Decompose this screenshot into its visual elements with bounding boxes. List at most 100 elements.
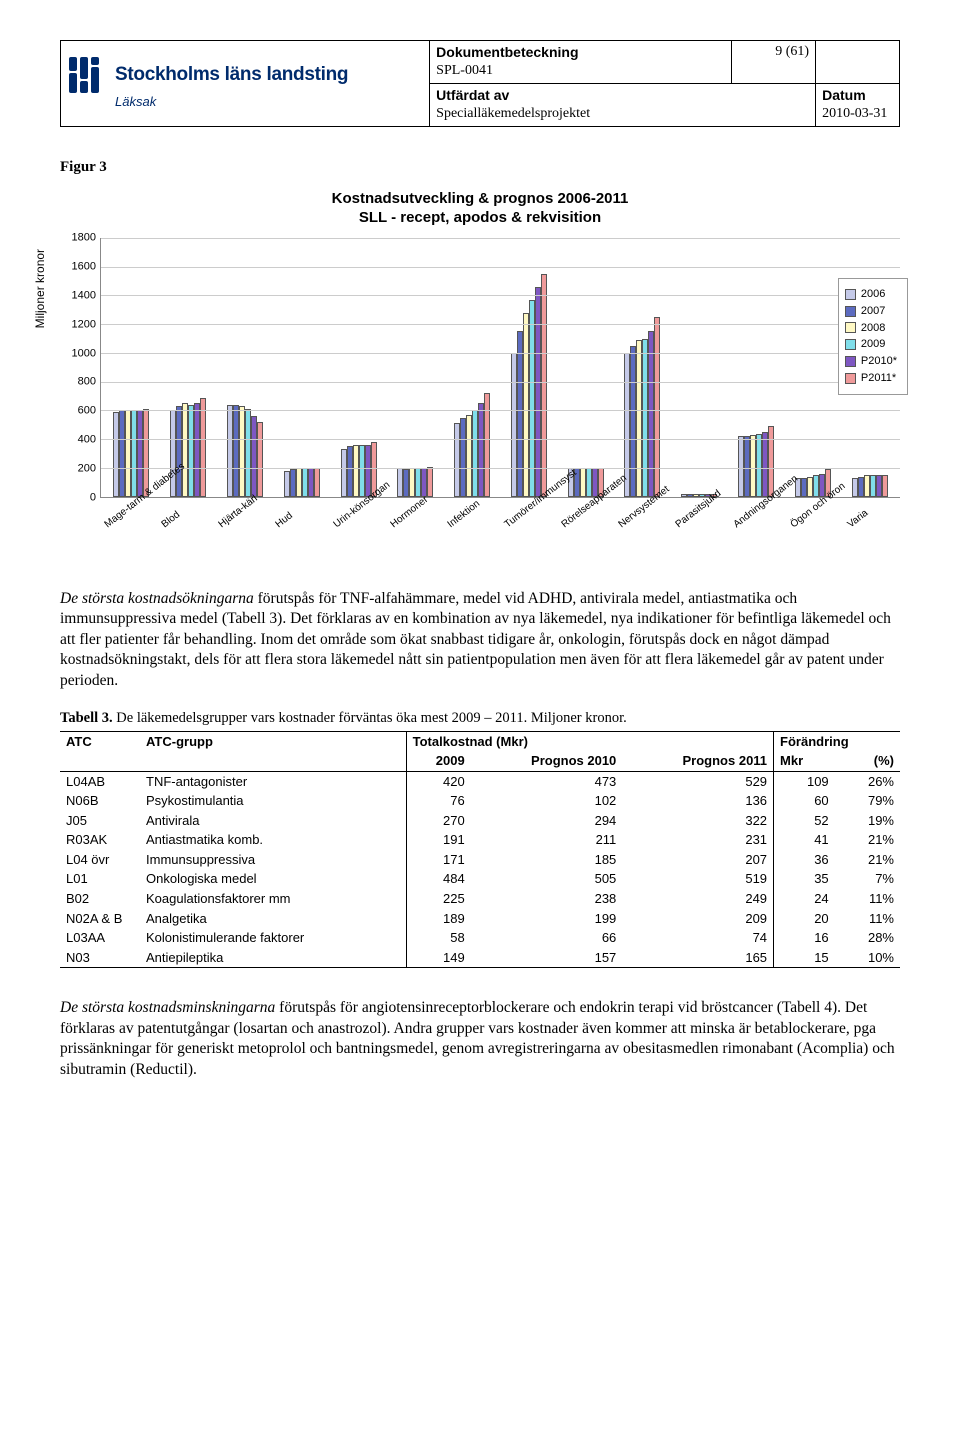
legend-swatch [845, 373, 856, 384]
chart-legend: 2006 2007 20082009 P2010* P2011* [838, 278, 908, 395]
legend-swatch [845, 306, 856, 317]
table3-caption-rest: De läkemedelsgrupper vars kostnader förv… [113, 710, 627, 726]
legend-item: 2009 [845, 337, 897, 352]
gridline [101, 410, 900, 411]
legend-swatch [845, 356, 856, 367]
cell-grupp: Kolonistimulerande faktorer [140, 928, 406, 948]
cell-pct: 11% [835, 889, 900, 909]
th-grupp: ATC-grupp [140, 731, 406, 751]
sll-logo-icon [67, 57, 107, 93]
table-row: L04ABTNF-antagonister42047352910926% [60, 771, 900, 791]
cell-2009: 225 [406, 889, 471, 909]
cell-p2010: 505 [471, 869, 623, 889]
page-number: 9 (61) [732, 41, 816, 84]
gridline [101, 324, 900, 325]
bar-group [444, 238, 501, 497]
cell-pct: 21% [835, 830, 900, 850]
cell-p2010: 157 [471, 948, 623, 968]
th-p2010: Prognos 2010 [471, 751, 623, 771]
th-p2011: Prognos 2011 [622, 751, 773, 771]
cell-p2011: 165 [622, 948, 773, 968]
cell-mkr: 41 [774, 830, 835, 850]
bar-group [103, 238, 160, 497]
bar [541, 274, 547, 497]
cell-2009: 76 [406, 791, 471, 811]
paragraph-2: De största kostnadsminskningarna förutsp… [60, 998, 900, 1080]
bar-group [387, 238, 444, 497]
th-pct: (%) [835, 751, 900, 771]
cell-grupp: Antivirala [140, 811, 406, 831]
cell-mkr: 35 [774, 869, 835, 889]
cell-2009: 420 [406, 771, 471, 791]
ytick: 1200 [60, 317, 96, 332]
cell-2009: 171 [406, 850, 471, 870]
table-row: N06BPsykostimulantia761021366079% [60, 791, 900, 811]
bar [484, 393, 490, 497]
cell-p2011: 322 [622, 811, 773, 831]
bar-group [330, 238, 387, 497]
cell-2009: 484 [406, 869, 471, 889]
legend-label: P2010* [861, 354, 897, 369]
th-mkr: Mkr [774, 751, 835, 771]
legend-swatch [845, 289, 856, 300]
cell-mkr: 109 [774, 771, 835, 791]
document-header: Stockholms läns landsting Läksak Dokumen… [60, 40, 900, 127]
datum-value: 2010-03-31 [822, 105, 893, 124]
cell-mkr: 15 [774, 948, 835, 968]
cell-p2011: 136 [622, 791, 773, 811]
utfardat-av-label: Utfärdat av [436, 86, 809, 105]
ytick: 1600 [60, 259, 96, 274]
cell-grupp: Analgetika [140, 909, 406, 929]
bar-group [160, 238, 217, 497]
table-row: L04 övrImmunsuppressiva1711852073621% [60, 850, 900, 870]
bar-group [614, 238, 671, 497]
cell-p2010: 211 [471, 830, 623, 850]
chart-yaxis: 020040060080010001200140016001800 [60, 238, 100, 498]
bar-group [557, 238, 614, 497]
cell-mkr: 20 [774, 909, 835, 929]
bar-group [784, 238, 841, 497]
table-row: R03AKAntiastmatika komb.1912112314121% [60, 830, 900, 850]
dokumentbeteckning-value: SPL-0041 [436, 62, 725, 81]
table3-caption: Tabell 3. De läkemedelsgrupper vars kost… [60, 709, 900, 729]
cell-2009: 149 [406, 948, 471, 968]
legend-item: 2007 [845, 304, 897, 319]
cell-atc: L03AA [60, 928, 140, 948]
legend-swatch [845, 322, 856, 333]
cell-pct: 7% [835, 869, 900, 889]
legend-item: P2010* [845, 354, 897, 369]
cell-p2010: 294 [471, 811, 623, 831]
bar-group [217, 238, 274, 497]
cell-pct: 10% [835, 948, 900, 968]
legend-label: 2006 [861, 287, 885, 302]
cell-p2011: 207 [622, 850, 773, 870]
ytick: 200 [60, 462, 96, 477]
cell-atc: N03 [60, 948, 140, 968]
legend-item: P2011* [845, 371, 897, 386]
ytick: 800 [60, 375, 96, 390]
ytick: 0 [60, 490, 96, 505]
cell-atc: L01 [60, 869, 140, 889]
bar-group [500, 238, 557, 497]
table3: ATC ATC-grupp Totalkostnad (Mkr) Förändr… [60, 731, 900, 969]
cell-pct: 19% [835, 811, 900, 831]
table-row: N03Antiepileptika1491571651510% [60, 948, 900, 968]
cell-p2011: 231 [622, 830, 773, 850]
ytick: 1800 [60, 230, 96, 245]
bar-group [728, 238, 785, 497]
para1-lead: De största kostnadsökningarna [60, 590, 254, 607]
legend-label: 2008 [861, 321, 885, 336]
cell-pct: 79% [835, 791, 900, 811]
cell-grupp: Immunsuppressiva [140, 850, 406, 870]
cell-2009: 191 [406, 830, 471, 850]
chart-xaxis: Mage-tarm & diabetesBlodHjärta-kärlHudUr… [60, 502, 900, 516]
cell-atc: B02 [60, 889, 140, 909]
bar-group [671, 238, 728, 497]
cell-p2011: 209 [622, 909, 773, 929]
cell-atc: J05 [60, 811, 140, 831]
cell-pct: 11% [835, 909, 900, 929]
th-forandring: Förändring [774, 731, 900, 751]
gridline [101, 267, 900, 268]
cell-atc: L04AB [60, 771, 140, 791]
cell-grupp: Onkologiska medel [140, 869, 406, 889]
